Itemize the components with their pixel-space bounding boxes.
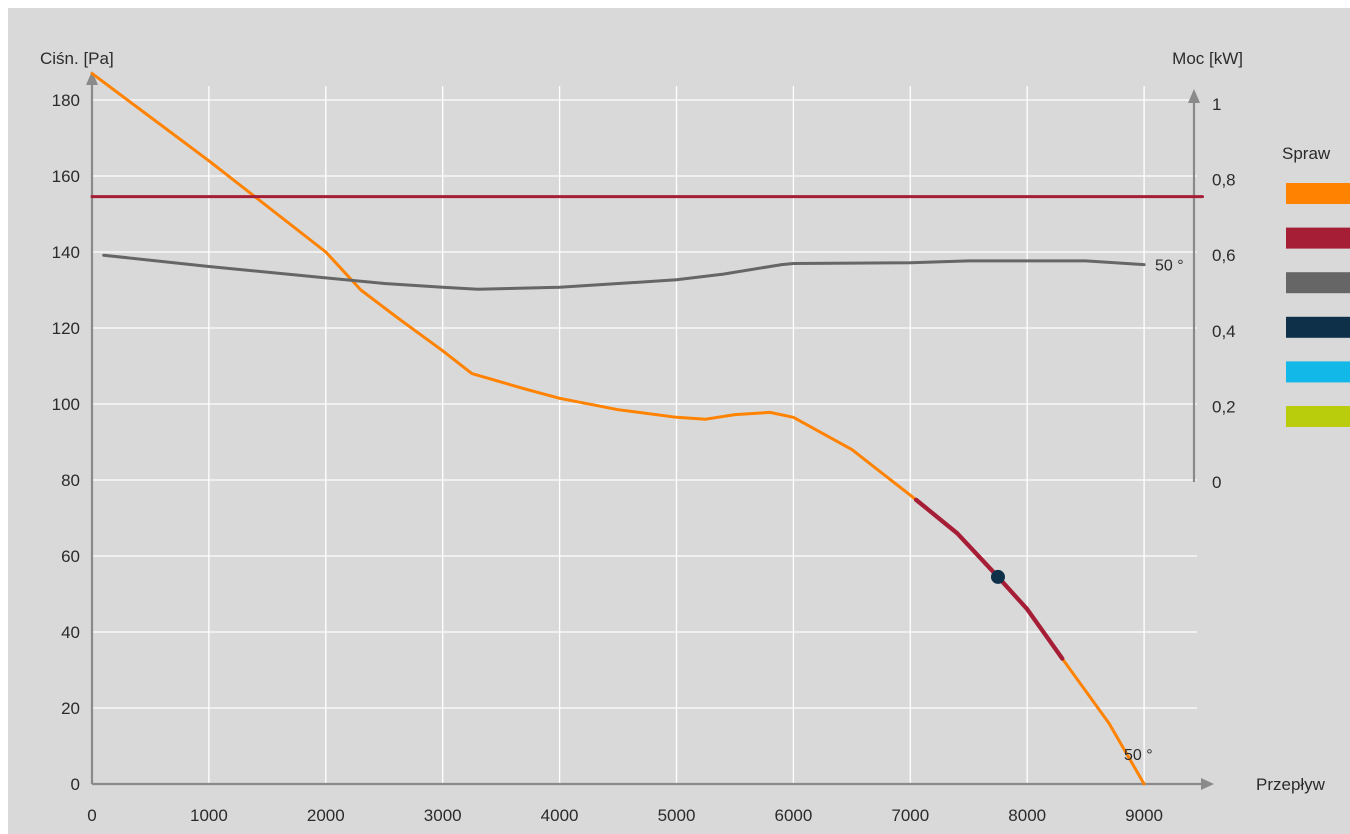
y-right-tick-label: 0,2	[1212, 397, 1236, 416]
y-left-tick-label: 0	[71, 775, 80, 794]
y-right-tick-label: 1	[1212, 95, 1221, 114]
pressure-curve-label: 50 °	[1124, 747, 1153, 764]
y-left-tick-label: 180	[52, 91, 80, 110]
y-right-tick-label: 0	[1212, 473, 1221, 492]
legend-swatch	[1286, 316, 1350, 338]
x-tick-label: 7000	[891, 806, 929, 825]
x-tick-label: 3000	[424, 806, 462, 825]
y-right-axis-arrow	[1188, 89, 1200, 103]
legend-swatch	[1286, 272, 1350, 294]
y-left-tick-label: 140	[52, 243, 80, 262]
y-left-tick-label: 60	[61, 547, 80, 566]
x-tick-label: 1000	[190, 806, 228, 825]
y-right-tick-label: 0,6	[1212, 246, 1236, 265]
x-tick-label: 6000	[774, 806, 812, 825]
y-left-tick-label: 20	[61, 699, 80, 718]
x-tick-label: 0	[87, 806, 96, 825]
y-left-tick-label: 40	[61, 623, 80, 642]
axes	[86, 71, 1214, 790]
legend-title: Spraw	[1282, 144, 1331, 163]
y-left-tick-label: 120	[52, 319, 80, 338]
legend	[1286, 183, 1350, 427]
y-left-tick-label: 80	[61, 471, 80, 490]
legend-swatch	[1286, 227, 1350, 249]
x-tick-label: 9000	[1125, 806, 1163, 825]
chart-background	[8, 8, 1350, 834]
y-left-tick-label: 100	[52, 395, 80, 414]
markers	[990, 569, 1005, 584]
y-left-tick-label: 160	[52, 167, 80, 186]
y-right-tick-label: 0,8	[1212, 171, 1236, 190]
legend-swatch	[1286, 361, 1350, 383]
x-axis-title: Przepływ	[1256, 775, 1326, 794]
series	[90, 71, 1204, 786]
x-axis-arrow	[1201, 778, 1214, 790]
y-left-axis-title: Ciśn. [Pa]	[40, 49, 114, 68]
operating-point-marker	[990, 569, 1005, 584]
grid	[92, 86, 1197, 784]
legend-swatch	[1286, 406, 1350, 427]
x-tick-label: 2000	[307, 806, 345, 825]
y-right-tick-label: 0,4	[1212, 322, 1236, 341]
x-tick-label: 8000	[1008, 806, 1046, 825]
y-left-axis-arrow	[86, 71, 98, 85]
labels: 0 20 40 60 80 100 120 140 160 180 0 1000 2000 3000 400…	[52, 91, 1236, 825]
legend-swatch	[1286, 183, 1350, 204]
power-curve-label: 50 °	[1155, 258, 1184, 275]
power-curve	[102, 253, 1146, 291]
y-right-axis-title: Moc [kW]	[1172, 49, 1243, 68]
x-tick-label: 4000	[541, 806, 579, 825]
x-tick-label: 5000	[658, 806, 696, 825]
